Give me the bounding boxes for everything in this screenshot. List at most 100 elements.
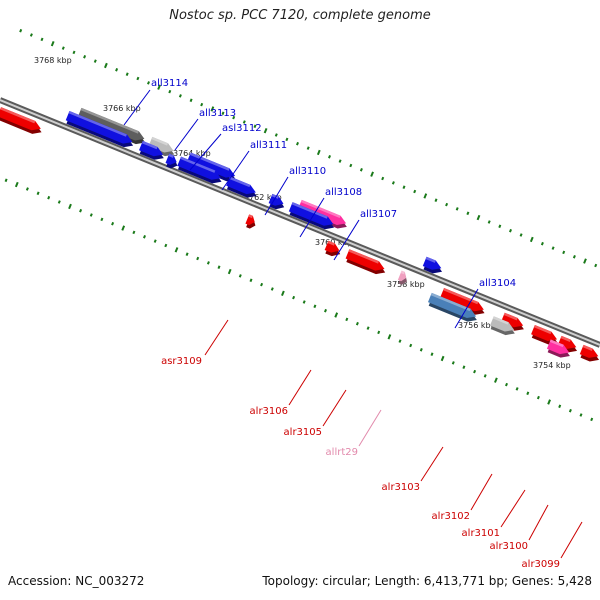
tick-top-dot xyxy=(402,185,406,189)
gene-label-all3113: all3113 xyxy=(199,108,236,119)
leader-line xyxy=(174,118,199,151)
tick-bottom-dot xyxy=(57,200,61,204)
tick-bottom-dot xyxy=(68,203,72,210)
tick-bottom-dot xyxy=(324,308,327,313)
tick-bottom-dot xyxy=(79,208,83,213)
tick-bottom-dot xyxy=(345,317,349,322)
tick-bottom-dot xyxy=(36,191,40,196)
tick-top-dot xyxy=(189,98,193,103)
leader-line xyxy=(358,409,382,447)
tick-bottom-dot xyxy=(174,247,179,253)
tick-bottom-dot xyxy=(121,225,126,231)
tick-bottom-dot xyxy=(313,304,317,309)
tick-top-dot xyxy=(306,146,310,150)
tick-bottom-dot xyxy=(100,217,104,222)
tick-bottom-dot xyxy=(238,274,242,278)
tick-top-dot xyxy=(221,111,225,116)
tick-bottom-dot xyxy=(377,330,381,335)
tick-bottom-dot xyxy=(387,334,392,340)
tick-top-dot xyxy=(583,258,587,264)
scale-tick-label: 3766 kbp xyxy=(103,104,141,113)
accession-text: Accession: NC_003272 xyxy=(8,574,145,588)
gene-label-all3111: all3111 xyxy=(250,140,287,151)
tick-bottom-dot xyxy=(590,417,594,422)
tick-bottom-dot xyxy=(227,268,232,275)
tick-top-dot xyxy=(210,106,215,112)
gene-arrow-alr3103 xyxy=(440,287,485,315)
tick-bottom-dot xyxy=(505,382,508,387)
tick-top-dot xyxy=(296,141,299,146)
tick-bottom-dot xyxy=(462,365,466,369)
tick-bottom-dot xyxy=(4,178,8,183)
leader-line xyxy=(420,446,444,482)
tick-top-dot xyxy=(115,68,119,72)
tick-top-dot xyxy=(200,102,204,107)
gene-label-allrt29: allrt29 xyxy=(326,447,358,458)
tick-bottom-dot xyxy=(494,377,498,383)
tick-top-dot xyxy=(50,41,55,47)
tick-top-dot xyxy=(232,115,236,120)
tick-top-dot xyxy=(328,155,331,159)
tick-top-dot xyxy=(359,168,363,172)
leader-line xyxy=(560,521,583,559)
leader-line xyxy=(528,504,549,541)
tick-top-dot xyxy=(19,28,23,33)
leader-line xyxy=(500,489,526,528)
tick-top-dot xyxy=(83,55,87,59)
tick-top-dot xyxy=(104,62,108,69)
genome-summary-text: Topology: circular; Length: 6,413,771 bp… xyxy=(262,574,592,588)
scale-tick-label: 3756 kbp xyxy=(458,321,496,330)
backbone xyxy=(0,97,600,348)
tick-bottom-dot xyxy=(579,413,583,417)
tick-bottom-dot xyxy=(355,321,359,326)
tick-bottom-dot xyxy=(526,391,530,396)
tick-top-dot xyxy=(498,224,502,229)
tick-bottom-dot xyxy=(451,361,455,365)
leader-line xyxy=(470,473,493,511)
gene-label-all3114: all3114 xyxy=(151,78,188,89)
tick-bottom-dot xyxy=(568,408,572,413)
tick-top-dot xyxy=(562,250,566,255)
gene-arrow-all3104 xyxy=(422,256,443,274)
gene-label-alr3101: alr3101 xyxy=(462,528,500,539)
gene-label-alr3105: alr3105 xyxy=(284,427,322,438)
leader-line xyxy=(454,288,479,329)
tick-top-dot xyxy=(413,189,417,194)
tick-bottom-dot xyxy=(281,290,285,296)
labels-layer: all3114 all3113 asl3112 all3111 all3110 all31… xyxy=(123,78,583,570)
tick-top-dot xyxy=(476,214,481,221)
tick-bottom-dot xyxy=(515,387,519,391)
tick-bottom-dot xyxy=(249,278,253,283)
tick-bottom-dot xyxy=(164,243,168,248)
gene-arrow-blue-long xyxy=(65,110,134,148)
tick-top-dot xyxy=(40,37,44,42)
gene-label-all3108: all3108 xyxy=(325,187,362,198)
leader-line xyxy=(288,369,312,406)
tick-top-dot xyxy=(370,171,374,177)
tick-bottom-dot xyxy=(536,395,540,400)
tick-top-dot xyxy=(316,149,321,156)
leader-line xyxy=(264,176,289,216)
tick-top-dot xyxy=(168,89,172,94)
leader-line xyxy=(322,389,347,427)
gene-arrow-alr3099 xyxy=(579,344,600,362)
tick-top-dot xyxy=(487,220,491,224)
tick-top-dot xyxy=(263,128,268,134)
tick-top-dot xyxy=(466,211,470,216)
gene-label-asr3109: asr3109 xyxy=(161,356,202,367)
gene-arrow-alr3106 xyxy=(324,240,341,257)
tick-bottom-dot xyxy=(206,261,210,265)
tick-top-dot xyxy=(540,241,544,246)
tick-bottom-dot xyxy=(302,300,306,304)
gene-arrow-red-left xyxy=(0,107,42,134)
gene-label-alr3106: alr3106 xyxy=(250,406,288,417)
tick-bottom-dot xyxy=(14,181,19,188)
tick-top-dot xyxy=(61,46,65,50)
tick-bottom-dot xyxy=(270,287,274,291)
gene-label-all3104: all3104 xyxy=(479,278,516,289)
tick-bottom-dot xyxy=(558,404,562,409)
tick-top-dot xyxy=(274,133,278,137)
gene-arrow-blue-a xyxy=(139,140,164,160)
gene-arrow-alr3100 xyxy=(546,339,570,358)
